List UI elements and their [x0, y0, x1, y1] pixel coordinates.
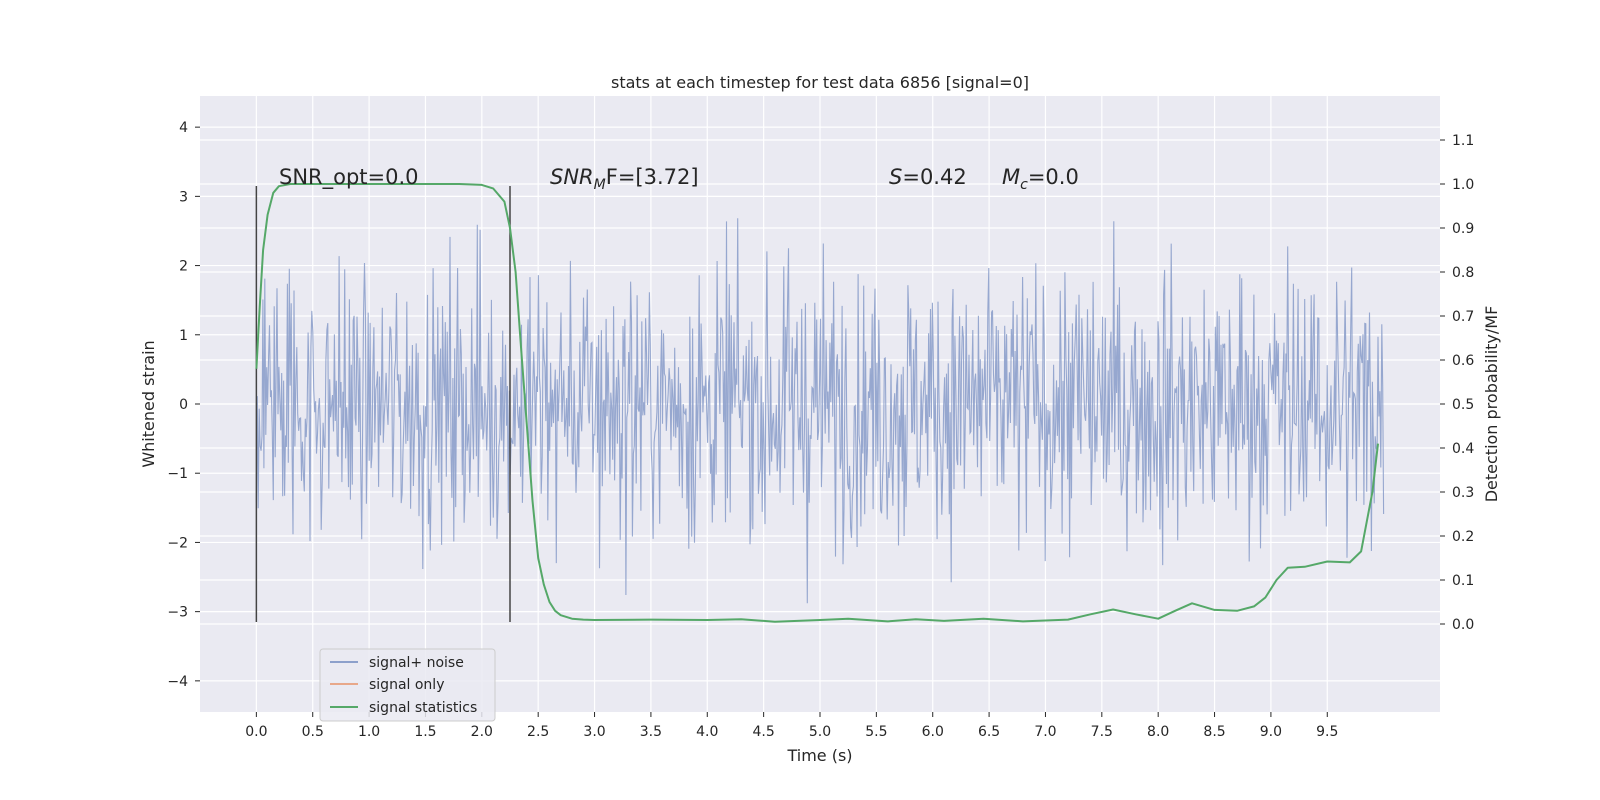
chart-title: stats at each timestep for test data 685…: [611, 73, 1029, 92]
x-tick-label: 7.0: [1034, 724, 1056, 740]
x-tick-label: 8.0: [1147, 724, 1169, 740]
s-stat-symbol: S: [889, 165, 902, 189]
annotation-mc: Mc=0.0: [1002, 165, 1079, 193]
y-right-tick-label: 0.8: [1452, 265, 1474, 281]
y-left-tick-label: −1: [167, 466, 188, 482]
x-tick-label: 4.5: [753, 724, 775, 740]
y-left-tick-label: 3: [179, 189, 188, 205]
mc-base: M: [1002, 165, 1020, 189]
y-left-tick-label: −4: [167, 674, 188, 690]
x-tick-label: 2.5: [527, 724, 549, 740]
y-left-tick-label: 1: [179, 328, 188, 344]
mc-value: =0.0: [1028, 165, 1079, 189]
x-tick-label: 9.5: [1316, 724, 1338, 740]
y-left-tick-label: 2: [179, 259, 188, 275]
x-tick-label: 4.0: [696, 724, 718, 740]
annotation-snr-mf: SNRMF=[3.72]: [550, 165, 699, 193]
y-right-tick-label: 1.1: [1452, 133, 1474, 149]
statistics-line: [255, 183, 1379, 623]
y-axis-right-label: Detection probability/MF: [1482, 306, 1501, 503]
x-tick-label: 7.5: [1091, 724, 1113, 740]
snr-mf-base: SNR: [550, 165, 594, 189]
x-tick-label: 2.0: [471, 724, 493, 740]
snr-mf-sub: M: [594, 177, 606, 193]
noise-series: [255, 218, 1385, 604]
y-right-tick-label: 1.0: [1452, 177, 1474, 193]
y-left-tick-label: 0: [179, 397, 188, 413]
ticks: 0.0 0.5 1.0 1.5 2.0 2.5 3.0 3.5 4.0 4.5 5.0 5.5 6.0 6…: [167, 120, 1474, 740]
x-axis-label: Time (s): [786, 746, 852, 765]
y-left-tick-label: −3: [167, 605, 188, 621]
annotation-s-stat: S=0.42: [889, 165, 967, 189]
x-tick-label: 5.0: [809, 724, 831, 740]
y-right-tick-label: 0.2: [1452, 529, 1474, 545]
x-tick-label: 5.5: [865, 724, 887, 740]
snr-mf-rest: F=[3.72]: [606, 165, 699, 189]
y-right-tick-label: 0.1: [1452, 573, 1474, 589]
y-right-tick-label: 0.5: [1452, 397, 1474, 413]
y-left-tick-label: −2: [167, 535, 188, 551]
x-tick-label: 0.5: [302, 724, 324, 740]
y-right-tick-label: 0.4: [1452, 441, 1474, 457]
x-tick-label: 1.5: [414, 724, 436, 740]
x-tick-label: 8.5: [1203, 724, 1225, 740]
statistics-series: [255, 183, 1379, 623]
legend-label-signal-only: signal only: [369, 677, 444, 693]
x-tick-label: 3.0: [583, 724, 605, 740]
legend: signal+ noise signal only signal statist…: [319, 648, 496, 722]
vertical-markers: [255, 185, 511, 623]
x-tick-label: 6.5: [978, 724, 1000, 740]
y-right-tick-label: 0.7: [1452, 309, 1474, 325]
y-right-tick-label: 0.0: [1452, 617, 1474, 633]
legend-label-noise: signal+ noise: [369, 655, 464, 671]
x-tick-label: 3.5: [640, 724, 662, 740]
x-tick-label: 9.0: [1260, 724, 1282, 740]
annotation-snr-opt: SNR_opt=0.0: [279, 165, 419, 190]
y-axis-left-label: Whitened strain: [139, 340, 158, 467]
y-right-tick-label: 0.3: [1452, 485, 1474, 501]
x-tick-label: 0.0: [245, 724, 267, 740]
mc-sub: c: [1020, 177, 1028, 193]
noise-line: [255, 218, 1385, 604]
x-tick-label: 6.0: [922, 724, 944, 740]
legend-label-statistics: signal statistics: [369, 700, 477, 716]
x-tick-label: 1.0: [358, 724, 380, 740]
y-left-tick-label: 4: [179, 120, 188, 136]
legend-box: [319, 648, 496, 722]
y-right-tick-label: 0.6: [1452, 353, 1474, 369]
y-right-tick-label: 0.9: [1452, 221, 1474, 237]
s-stat-value: =0.42: [902, 165, 966, 189]
